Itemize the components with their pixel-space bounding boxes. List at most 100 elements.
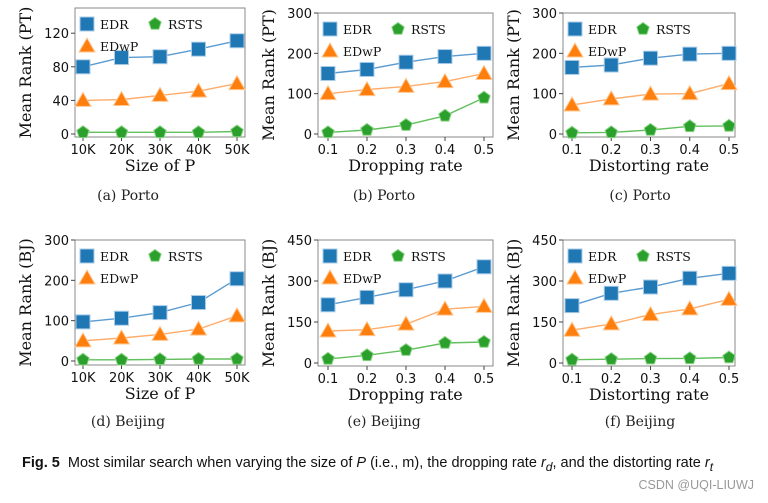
data-point-rsts (321, 125, 335, 139)
data-point-rsts (477, 90, 491, 104)
x-axis-label: Dropping rate (348, 156, 462, 175)
x-tick-label: 0.3 (640, 143, 661, 158)
data-point-edr (437, 49, 453, 65)
y-axis-label: Mean Rank (BJ) (16, 238, 35, 366)
data-point-edr (603, 285, 619, 301)
data-point-rsts (76, 125, 90, 139)
y-tick-label: 0 (304, 128, 312, 143)
data-point-rsts (399, 343, 413, 356)
data-point-edr (476, 45, 492, 61)
data-point-edwp (436, 300, 454, 316)
y-tick-label: 0 (549, 357, 557, 372)
legend-marker-edr (567, 21, 583, 37)
legend-label-edwp: EDwP (588, 44, 626, 59)
chart-b: 0 100 200 300 0.1 0.2 0.3 0.4 0.5 Dropping rate Me… (259, 7, 494, 175)
legend-label-edwp: EDwP (343, 44, 381, 59)
x-tick-label: 0.5 (719, 372, 740, 387)
x-tick-label: 0.3 (640, 372, 661, 387)
legend-marker-edr (79, 248, 95, 264)
data-point-rsts (722, 118, 736, 132)
plot-frame (562, 12, 736, 138)
legend-label-edr: EDR (588, 249, 617, 264)
legend-marker-rsts (148, 16, 162, 30)
data-point-edr (152, 305, 168, 321)
legend-marker-edwp (566, 268, 584, 285)
x-tick-label: 0.1 (318, 372, 339, 387)
y-tick-label: 300 (532, 275, 557, 290)
data-point-edwp (563, 95, 581, 112)
figure-label: Fig. 5 (22, 455, 60, 471)
subcaption-c: (c) Porto (609, 188, 671, 204)
chart-c: 0 100 200 300 0.1 0.2 0.3 0.4 0.5 Distorting rate… (504, 7, 739, 175)
y-tick-label: 200 (44, 274, 69, 289)
subcaption-a: (a) Porto (97, 188, 159, 204)
x-axis-label: Distorting rate (589, 156, 709, 175)
data-point-edr (75, 59, 91, 75)
data-point-edr (564, 298, 580, 314)
chart-e: 0 150 300 450 0.1 0.2 0.3 0.4 0.5 Dropping rate Me… (259, 234, 494, 404)
data-point-edwp (397, 77, 415, 93)
x-tick-label: 0.1 (562, 143, 583, 158)
x-tick-label: 10K (70, 371, 96, 386)
subcaption-b: (b) Porto (352, 188, 416, 204)
data-point-rsts (683, 351, 697, 365)
legend-marker-edwp (78, 268, 96, 285)
data-point-edr (191, 41, 206, 57)
x-tick-label: 0.2 (357, 143, 378, 158)
legend: EDR RSTS EDwP (566, 248, 691, 286)
data-point-edwp (720, 74, 738, 91)
data-point-edwp (151, 325, 169, 341)
data-point-rsts (722, 350, 736, 364)
data-point-edwp (641, 85, 660, 101)
data-point-rsts (114, 125, 129, 139)
subcaption-f: (f) Beijing (604, 414, 676, 430)
data-point-edwp (151, 86, 169, 102)
x-tick-label: 40K (186, 371, 212, 386)
y-tick-label: 0 (61, 128, 69, 143)
data-point-edwp (319, 322, 337, 338)
data-point-edr (437, 273, 453, 289)
legend-marker-edr (79, 16, 95, 32)
data-point-edwp (602, 89, 621, 106)
x-tick-label: 0.4 (679, 372, 700, 387)
x-tick-label: 0.2 (357, 372, 378, 387)
data-point-rsts (438, 108, 452, 122)
x-tick-label: 50K (224, 143, 250, 158)
y-tick-label: 120 (44, 27, 69, 42)
data-point-rsts (153, 352, 167, 366)
legend-marker-rsts (391, 21, 405, 35)
x-tick-label: 0.4 (679, 143, 700, 158)
legend-label-edr: EDR (100, 17, 129, 32)
legend-marker-edr (322, 248, 338, 264)
data-point-edwp (680, 299, 699, 316)
legend-label-edwp: EDwP (588, 271, 626, 286)
data-point-edr (320, 66, 336, 81)
data-point-rsts (191, 351, 206, 365)
data-point-rsts (191, 125, 206, 139)
x-tick-label: 30K (147, 371, 173, 386)
y-axis-label: Mean Rank (BJ) (504, 239, 523, 367)
data-point-edwp (112, 90, 131, 107)
plot-frame (74, 7, 246, 138)
data-point-edr (114, 50, 129, 66)
x-tick-label: 0.2 (601, 143, 622, 158)
data-point-rsts (360, 122, 374, 136)
data-point-edr (191, 295, 206, 311)
x-tick-label: 50K (224, 371, 250, 386)
x-tick-label: 10K (70, 143, 96, 158)
data-point-edr (682, 46, 698, 62)
legend-marker-edr (322, 21, 338, 37)
data-point-edwp (189, 82, 208, 98)
legend: EDR RSTS EDwP (78, 248, 203, 286)
x-tick-label: 40K (186, 143, 212, 158)
legend-label-rsts: RSTS (168, 17, 203, 32)
data-point-edr (359, 289, 375, 305)
y-tick-label: 80 (52, 61, 69, 76)
legend-marker-edr (567, 248, 583, 264)
subcaption-e: (e) Beijing (347, 414, 421, 430)
data-point-edwp (189, 320, 208, 336)
data-point-edwp (475, 297, 493, 313)
x-tick-label: 0.2 (601, 372, 622, 387)
data-point-rsts (76, 352, 90, 366)
legend-label-rsts: RSTS (656, 22, 691, 37)
